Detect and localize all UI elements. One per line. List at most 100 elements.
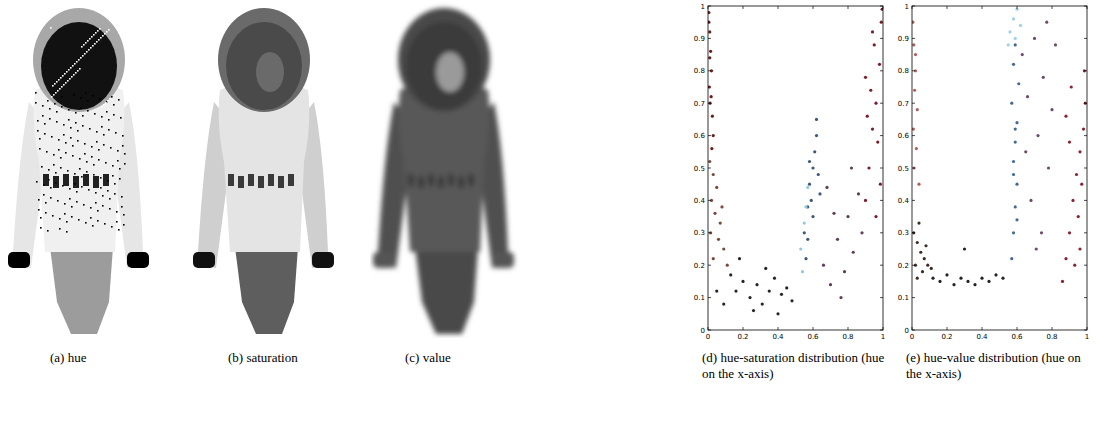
y-tick — [708, 330, 711, 331]
speckle — [49, 108, 51, 110]
x-tick-label: 0 — [910, 333, 914, 341]
point — [987, 280, 990, 283]
point — [1012, 160, 1015, 163]
speckle — [101, 116, 103, 118]
speckle — [60, 77, 62, 79]
hand — [492, 252, 514, 268]
point — [1015, 121, 1018, 124]
point — [715, 290, 718, 293]
point — [712, 134, 715, 137]
speckle — [112, 165, 114, 167]
point — [708, 56, 711, 59]
point — [708, 30, 711, 33]
speckle — [66, 221, 68, 223]
speckle — [85, 92, 87, 94]
speckle — [108, 129, 110, 131]
points — [708, 8, 883, 316]
speckle — [56, 111, 58, 113]
speckle — [79, 158, 81, 160]
speckle — [85, 222, 87, 224]
point — [1071, 199, 1074, 202]
speckle — [63, 124, 65, 126]
letter-mark — [458, 176, 464, 188]
x-tick-label: 1 — [881, 333, 885, 341]
speckle — [122, 145, 124, 147]
y-tick — [1084, 297, 1087, 298]
hood — [33, 8, 125, 112]
x-tick — [813, 327, 814, 330]
point — [912, 43, 915, 46]
speckle — [82, 55, 84, 57]
speckle — [35, 102, 37, 104]
y-tick-label: 0.8 — [898, 67, 909, 75]
x-tick — [912, 327, 913, 330]
point — [917, 183, 920, 186]
speckle — [59, 228, 61, 230]
speckle — [99, 28, 101, 30]
point — [710, 95, 713, 98]
point — [869, 89, 872, 92]
speckle — [100, 187, 102, 189]
x-tick-label: 0.8 — [842, 333, 853, 341]
hood — [218, 8, 310, 112]
speckle — [59, 88, 61, 90]
x-tick — [778, 327, 779, 330]
image-panel — [190, 2, 340, 338]
speckle — [51, 136, 53, 138]
point — [734, 290, 737, 293]
point — [1029, 199, 1032, 202]
speckle — [66, 231, 68, 233]
y-tick-label: 0.5 — [898, 165, 909, 173]
speckle — [91, 146, 93, 148]
point — [761, 302, 764, 305]
y-tick — [880, 6, 883, 7]
speckle — [93, 174, 95, 176]
speckle — [92, 95, 94, 97]
y-tick — [708, 168, 711, 169]
point — [871, 128, 874, 131]
letter-mark — [73, 176, 79, 188]
frame — [912, 6, 1087, 330]
y-tick — [880, 103, 883, 104]
x-tick-label: 0.6 — [1011, 333, 1023, 341]
letter-mark — [63, 174, 69, 186]
speckle — [67, 170, 69, 172]
speckle — [51, 96, 53, 98]
speckle — [54, 83, 56, 85]
speckle — [106, 101, 108, 103]
speckle — [87, 40, 89, 42]
speckle — [83, 204, 85, 206]
speckle — [53, 94, 55, 96]
speckle — [102, 35, 104, 37]
point — [980, 277, 983, 280]
speckle — [114, 183, 116, 185]
speckle — [36, 181, 38, 183]
y-tick — [1084, 232, 1087, 233]
point — [810, 199, 813, 202]
speckle — [84, 53, 86, 55]
speckle — [50, 197, 52, 199]
point — [803, 221, 806, 224]
speckle — [44, 123, 46, 125]
point — [709, 102, 712, 105]
head — [226, 22, 302, 110]
speckle — [113, 104, 115, 106]
speckle — [106, 111, 108, 113]
speckle — [92, 45, 94, 47]
point — [790, 299, 793, 302]
point — [768, 290, 771, 293]
speckle — [54, 103, 56, 105]
y-tick — [708, 297, 711, 298]
y-tick — [1084, 38, 1087, 39]
x-tick — [1087, 6, 1088, 9]
letter-mark — [238, 176, 244, 188]
speckle — [64, 203, 66, 205]
speckle — [100, 37, 102, 39]
speckle — [74, 183, 76, 185]
y-tick-label: 0.1 — [898, 294, 909, 302]
x-tick — [1087, 327, 1088, 330]
speckle — [103, 134, 105, 136]
speckle — [107, 180, 109, 182]
point — [1082, 128, 1085, 131]
speckle — [87, 100, 89, 102]
